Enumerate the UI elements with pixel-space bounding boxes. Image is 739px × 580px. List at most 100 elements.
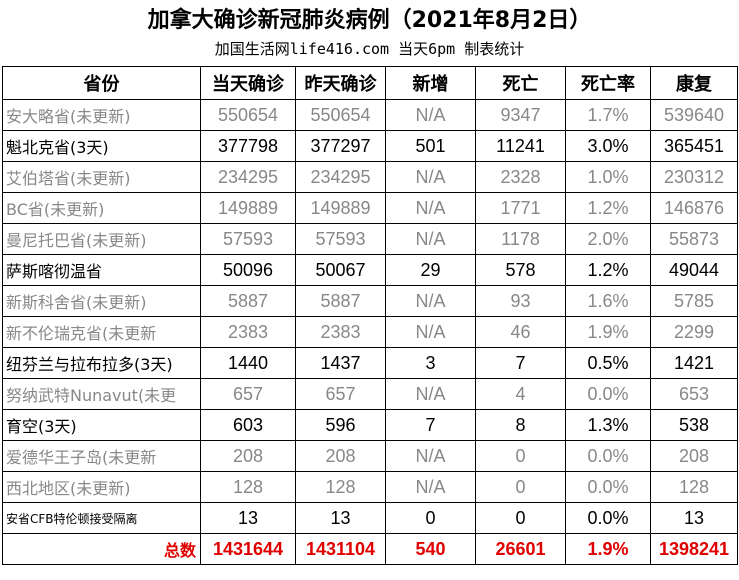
cell: 7 [385,409,476,441]
province: 新斯科舍省(未更新) [2,285,201,317]
cell: 128 [650,471,738,503]
cell: 1.0% [565,161,651,193]
column-header: 当天确诊 [200,66,296,100]
cell: 1771 [475,192,566,224]
cell: 1.2% [565,254,651,286]
cell: 149889 [200,192,296,224]
row: 爱德华王子岛(未更新 208 208 N/A 0 0.0% 208 [2,440,738,472]
cell: 13 [200,502,296,534]
cell: 50096 [200,254,296,286]
row: 新斯科舍省(未更新) 5887 5887 N/A 93 1.6% 5785 [2,285,738,317]
cell: N/A [385,99,476,131]
cell: N/A [385,192,476,224]
total-cell: 1431644 [200,533,296,565]
province: 纽芬兰与拉布拉多(3天) [2,347,201,379]
cell: 377798 [200,130,296,162]
cell: 208 [650,440,738,472]
cell: 2299 [650,316,738,348]
cell: 7 [475,347,566,379]
cell: 539640 [650,99,738,131]
total-cell: 1398241 [650,533,738,565]
cell: 0.0% [565,440,651,472]
row: 安大略省(未更新) 550654 550654 N/A 9347 1.7% 539640 [2,99,738,131]
column-header: 死亡率 [565,66,651,100]
row: 曼尼托巴省(未更新) 57593 57593 N/A 1178 2.0% 55873 [2,223,738,255]
cell: 0 [475,440,566,472]
cell: 1440 [200,347,296,379]
cell: 653 [650,378,738,410]
province: 新不伦瑞克省(未更新 [2,316,201,348]
row: 魁北克省(3天) 377798 377297 501 11241 3.0% 365451 [2,130,738,162]
cell: 1178 [475,223,566,255]
cell: 49044 [650,254,738,286]
province: BC省(未更新) [2,192,201,224]
cell: 57593 [295,223,386,255]
cell: 0 [475,502,566,534]
province: 育空(3天) [2,409,201,441]
cell: 603 [200,409,296,441]
cell: 5887 [295,285,386,317]
cell: 578 [475,254,566,286]
cell: 208 [295,440,386,472]
cell: N/A [385,161,476,193]
cell: 46 [475,316,566,348]
row: 西北地区(未更新) 128 128 N/A 0 0.0% 128 [2,471,738,503]
cell: 55873 [650,223,738,255]
cell: 538 [650,409,738,441]
cell: 2383 [295,316,386,348]
total-cell: 540 [385,533,476,565]
cell: 11241 [475,130,566,162]
cell: 1.2% [565,192,651,224]
total-cell: 1431104 [295,533,386,565]
row: 安省CFB特伦顿接受隔离 13 13 0 0 0.0% 13 [2,502,738,534]
province: 安大略省(未更新) [2,99,201,131]
cell: N/A [385,440,476,472]
row: 努纳武特Nunavut(未更 657 657 N/A 4 0.0% 653 [2,378,738,410]
cell: 1.9% [565,316,651,348]
cell: N/A [385,223,476,255]
province: 曼尼托巴省(未更新) [2,223,201,255]
cell: 0.0% [565,502,651,534]
cell: 1.7% [565,99,651,131]
cell: 1421 [650,347,738,379]
cell: 128 [295,471,386,503]
cell: 29 [385,254,476,286]
row: 育空(3天) 603 596 7 8 1.3% 538 [2,409,738,441]
cell: 234295 [295,161,386,193]
cell: 0 [475,471,566,503]
column-header: 康复 [650,66,738,100]
header-row: 省份 当天确诊 昨天确诊 新增 死亡 死亡率 康复 [2,66,738,100]
row: 新不伦瑞克省(未更新 2383 2383 N/A 46 1.9% 2299 [2,316,738,348]
cell: 50067 [295,254,386,286]
row: 萨斯喀彻温省 50096 50067 29 578 1.2% 49044 [2,254,738,286]
column-header: 昨天确诊 [295,66,386,100]
cell: 4 [475,378,566,410]
subtitle: 加国生活网life416.com 当天6pm 制表统计 [214,40,525,58]
column-header: 新增 [385,66,476,100]
cell: 0.0% [565,378,651,410]
cell: 93 [475,285,566,317]
province: 爱德华王子岛(未更新 [2,440,201,472]
cell: 208 [200,440,296,472]
total-row: 总数 1431644 1431104 540 26601 1.9% 1398241 [2,533,738,565]
cell: N/A [385,316,476,348]
cell: 657 [295,378,386,410]
cell: 8 [475,409,566,441]
cell: 365451 [650,130,738,162]
cell: 0.5% [565,347,651,379]
row: BC省(未更新) 149889 149889 N/A 1771 1.2% 146876 [2,192,738,224]
cell: 5887 [200,285,296,317]
cell: 13 [650,502,738,534]
column-header: 省份 [2,66,201,100]
total-cell: 26601 [475,533,566,565]
cell: N/A [385,285,476,317]
cell: 9347 [475,99,566,131]
cell: 57593 [200,223,296,255]
cell: 1.6% [565,285,651,317]
total-cell: 1.9% [565,533,651,565]
province: 艾伯塔省(未更新) [2,161,201,193]
total-label: 总数 [2,533,201,565]
cell: 1437 [295,347,386,379]
cell: 2.0% [565,223,651,255]
